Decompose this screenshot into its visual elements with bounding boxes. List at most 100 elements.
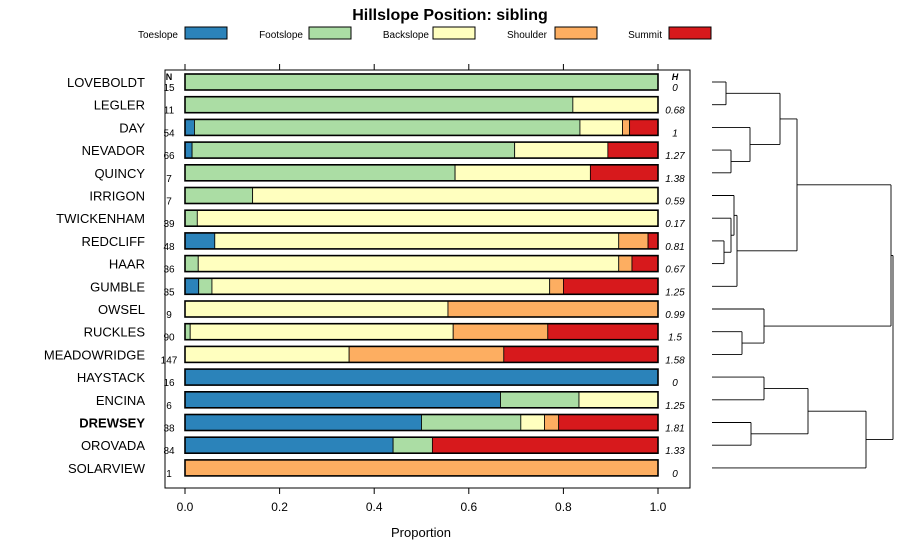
bar-haystack-toeslope: [184, 368, 659, 386]
bar-drewsey-backslope: [520, 414, 545, 431]
bar-outline-day: [184, 118, 659, 137]
bar-drewsey-toeslope: [184, 414, 422, 431]
row-label-irrigon: IRRIGON: [89, 189, 145, 204]
row-h-redcliff: 0.81: [665, 242, 684, 253]
bar-redcliff-summit: [647, 232, 659, 250]
legend-label-toeslope: Toeslope: [138, 30, 178, 41]
bar-quincy-backslope: [454, 164, 591, 182]
bar-rows: LOVEBOLDT 15 0 LEGLER 11 0.68 DAY 54 1 NEVADOR 66 1…: [44, 73, 685, 480]
row-n-ruckles: 90: [163, 333, 175, 344]
row-n-twickenham: 39: [163, 219, 175, 230]
bar-haar-shoulder: [618, 255, 633, 273]
bar-outline-encina: [184, 390, 659, 409]
bar-outline-drewsey: [184, 413, 659, 432]
bar-haar-summit: [631, 255, 659, 273]
bar-outline-irrigon: [184, 186, 659, 205]
bar-encina-toeslope: [184, 391, 501, 409]
bar-twickenham-backslope: [196, 209, 659, 227]
bar-day-footslope: [194, 119, 581, 136]
bar-gumble-footslope: [198, 277, 213, 295]
bar-day-shoulder: [622, 119, 631, 136]
bar-gumble-toeslope: [184, 277, 200, 295]
legend-swatch-footslope: [308, 26, 352, 40]
row-h-ruckles: 1.5: [668, 333, 682, 344]
legend-label-shoulder: Shoulder: [507, 30, 548, 41]
row-label-drewsey: DREWSEY: [79, 416, 145, 431]
bar-nevador-toeslope: [184, 141, 193, 159]
n-header: N: [166, 72, 173, 82]
bar-outline-ruckles: [184, 322, 659, 341]
bar-twickenham-footslope: [184, 209, 198, 227]
bar-quincy-summit: [589, 164, 659, 182]
bar-meadowridge-shoulder: [348, 345, 505, 363]
row-h-twickenham: 0.17: [665, 219, 685, 230]
bar-outline-loveboldt: [184, 73, 659, 91]
row-n-solarview: 1: [166, 469, 172, 480]
row-h-meadowridge: 1.58: [665, 355, 685, 366]
row-n-meadowridge: 147: [161, 355, 178, 366]
row-n-encina: 6: [166, 401, 172, 412]
bar-outline-redcliff: [184, 232, 659, 250]
bar-outline-orovada: [184, 436, 659, 455]
bar-ruckles-summit: [547, 323, 659, 341]
bar-outline-quincy: [184, 164, 659, 182]
legend-label-backslope: Backslope: [383, 30, 430, 41]
row-label-twickenham: TWICKENHAM: [56, 211, 145, 226]
bar-outline-haar: [184, 254, 659, 273]
row-n-gumble: 35: [163, 287, 175, 298]
bar-nevador-summit: [607, 141, 659, 159]
bar-owsel-shoulder: [447, 300, 659, 318]
x-axis-label: Proportion: [391, 525, 451, 540]
row-label-haystack: HAYSTACK: [77, 370, 145, 385]
row-h-day: 1: [672, 128, 678, 139]
row-label-meadowridge: MEADOWRIDGE: [44, 347, 145, 362]
bar-owsel-backslope: [184, 300, 449, 318]
bar-outline-nevador: [184, 141, 659, 159]
x-tick-label-1: 0.2: [271, 500, 288, 514]
legend-swatch-backslope: [432, 26, 476, 40]
x-tick-label-4: 0.8: [555, 500, 572, 514]
row-label-redcliff: REDCLIFF: [81, 234, 145, 249]
bar-redcliff-shoulder: [618, 232, 649, 250]
row-label-solarview: SOLARVIEW: [68, 461, 146, 476]
bar-drewsey-shoulder: [544, 414, 560, 431]
bar-encina-footslope: [500, 391, 580, 409]
bar-ruckles-backslope: [189, 323, 454, 341]
h-header: H: [672, 72, 679, 82]
bar-orovada-summit: [431, 436, 659, 454]
row-label-quincy: QUINCY: [94, 166, 145, 181]
chart-title: Hillslope Position: sibling: [352, 7, 548, 24]
bar-haar-footslope: [184, 255, 199, 273]
bar-meadowridge-summit: [503, 345, 659, 363]
bar-orovada-footslope: [392, 436, 433, 454]
row-label-nevador: NEVADOR: [82, 143, 145, 158]
row-h-drewsey: 1.81: [665, 424, 684, 435]
bar-irrigon-backslope: [252, 187, 659, 204]
bar-gumble-shoulder: [549, 277, 564, 295]
legend-label-footslope: Footslope: [259, 30, 303, 41]
bar-solarview-shoulder: [184, 459, 659, 477]
bar-day-backslope: [579, 119, 623, 136]
x-tick-label-0: 0.0: [177, 500, 194, 514]
row-n-redcliff: 48: [163, 242, 175, 253]
row-label-ruckles: RUCKLES: [84, 325, 146, 340]
bar-redcliff-backslope: [214, 232, 620, 250]
bar-drewsey-summit: [558, 414, 659, 431]
bar-loveboldt-footslope: [184, 73, 659, 91]
bar-haar-backslope: [197, 255, 620, 273]
bar-gumble-summit: [563, 277, 659, 295]
bar-outline-haystack: [184, 368, 659, 386]
row-h-loveboldt: 0: [672, 83, 678, 94]
row-n-quincy: 7: [166, 174, 172, 185]
row-h-encina: 1.25: [665, 401, 685, 412]
row-h-owsel: 0.99: [665, 310, 685, 321]
row-h-legler: 0.68: [665, 106, 685, 117]
row-label-owsel: OWSEL: [98, 302, 145, 317]
x-tick-label-5: 1.0: [650, 500, 667, 514]
row-h-quincy: 1.38: [665, 174, 685, 185]
legend-swatch-summit: [668, 26, 712, 40]
bar-nevador-footslope: [191, 141, 516, 159]
bar-day-summit: [629, 119, 659, 136]
row-label-haar: HAAR: [109, 257, 145, 272]
row-label-day: DAY: [119, 120, 145, 135]
